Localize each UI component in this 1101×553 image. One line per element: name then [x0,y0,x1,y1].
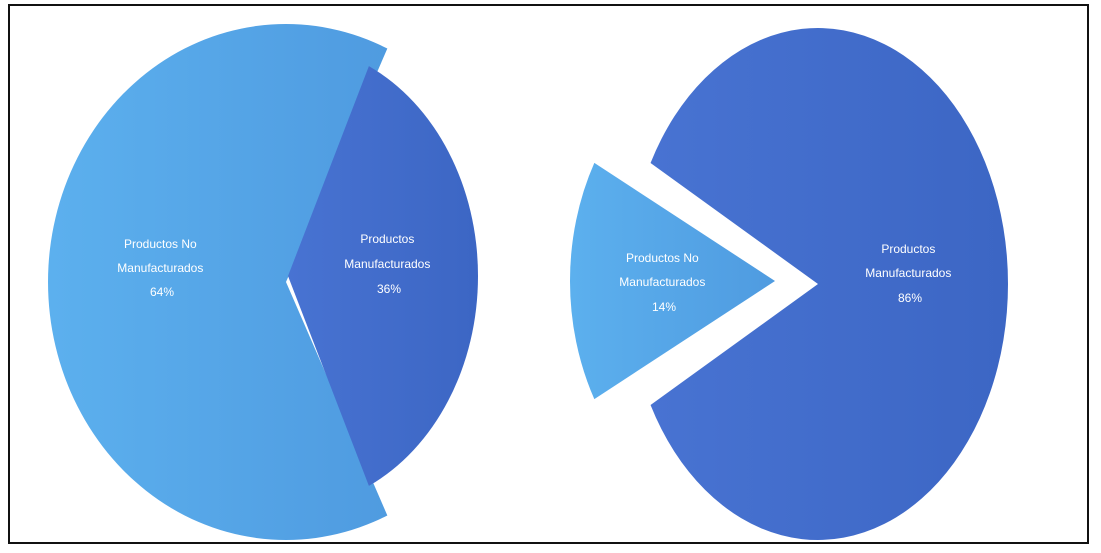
pie1-slice-productos-manufacturados [288,66,479,486]
pie2-label-no-manufacturados: Productos No Manufacturados 14% [619,251,708,314]
pie-chart-2: Productos No Manufacturados 14% Producto… [569,28,1008,540]
pie2-label-manufacturados: Productos Manufacturados 86% [865,242,954,305]
pie1-slice-productos-no-manufacturados [48,24,388,540]
pie1-label-no-manufacturados: Productos No Manufacturados 64% [117,237,206,299]
pie2-slice-productos-manufacturados [650,28,1008,540]
pie-chart-1: Productos No Manufacturados 64% Producto… [48,24,479,540]
pie1-label-manufacturados: Productos Manufacturados 36% [344,232,433,296]
pie2-slice-productos-no-manufacturados [569,162,775,400]
